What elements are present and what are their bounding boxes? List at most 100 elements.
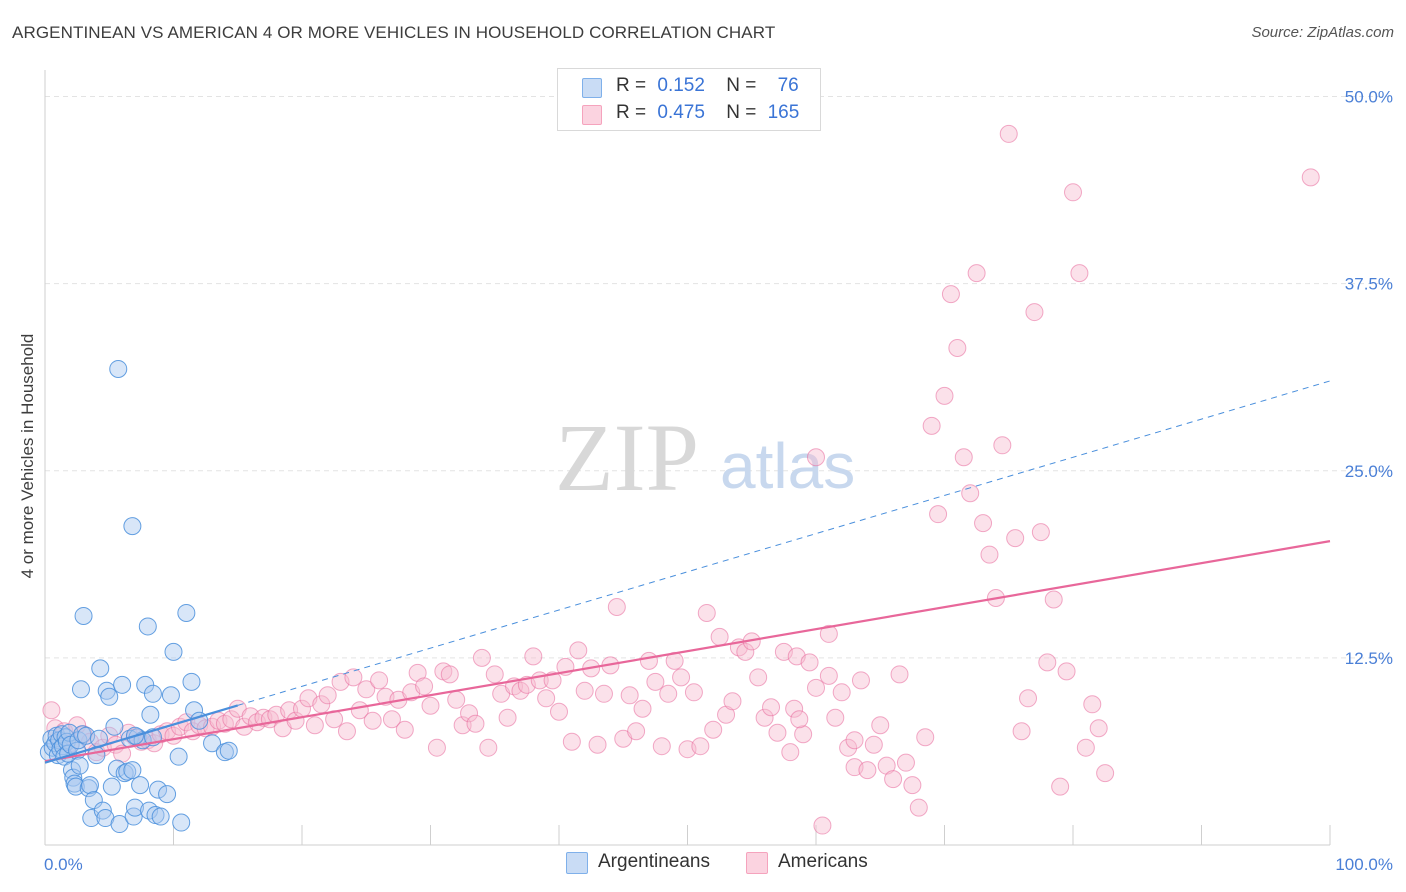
data-point-argentinean xyxy=(172,813,191,832)
data-point-argentinean xyxy=(84,791,103,810)
data-point-american xyxy=(884,770,903,789)
data-point-american xyxy=(839,738,858,757)
data-point-american xyxy=(684,683,703,702)
data-point-american xyxy=(1070,264,1089,283)
data-point-american xyxy=(909,798,928,817)
data-point-american xyxy=(704,720,723,739)
legend-swatch-argentineans xyxy=(566,852,588,874)
data-point-american xyxy=(421,696,440,715)
data-point-american xyxy=(941,285,960,304)
data-point-american xyxy=(344,668,363,687)
data-point-american xyxy=(807,448,825,467)
data-point-american xyxy=(864,735,883,754)
data-point-american xyxy=(710,627,729,646)
data-point-argentinean xyxy=(70,756,89,775)
watermark-atlas: atlas xyxy=(720,430,855,502)
data-point-american xyxy=(485,665,504,684)
data-point-american xyxy=(768,723,787,742)
data-point-argentinean xyxy=(141,705,160,724)
legend-n-value: 165 xyxy=(767,102,800,123)
legend-swatch-argentineans xyxy=(582,78,602,98)
data-point-argentinean xyxy=(138,617,157,636)
correlation-legend: R = 0.152 N = 76 R = 0.475 N = 165 xyxy=(557,68,821,131)
data-point-american xyxy=(607,597,626,616)
data-point-argentinean xyxy=(131,776,150,795)
legend-swatch-americans xyxy=(582,105,602,125)
data-point-american xyxy=(460,704,479,723)
data-point-argentinean xyxy=(102,777,121,796)
data-point-argentinean xyxy=(136,675,155,694)
data-point-american xyxy=(1038,653,1057,672)
data-point-american xyxy=(672,668,691,687)
data-point-argentinean xyxy=(80,776,99,795)
data-point-argentinean xyxy=(71,680,90,699)
x-tick-label: 100.0% xyxy=(1335,855,1393,874)
legend-r-label: R = xyxy=(616,102,647,123)
data-point-argentinean xyxy=(219,741,238,760)
chart-source: Source: ZipAtlas.com xyxy=(1251,24,1394,41)
data-point-american xyxy=(639,651,658,670)
data-point-american xyxy=(762,698,781,717)
legend-r-value: 0.475 xyxy=(657,102,705,123)
legend-label-americans: Americans xyxy=(778,851,868,872)
data-point-american xyxy=(929,505,948,524)
data-point-american xyxy=(903,776,922,795)
data-point-american xyxy=(813,816,832,835)
data-point-american xyxy=(318,686,337,705)
watermark: ZIP atlas xyxy=(555,404,855,511)
data-point-argentinean xyxy=(66,777,85,796)
data-point-american xyxy=(691,737,710,756)
data-point-american xyxy=(1083,695,1102,714)
data-point-american xyxy=(749,668,768,687)
data-point-american xyxy=(562,732,581,751)
data-point-argentinean xyxy=(74,606,93,625)
legend-n-label: N = xyxy=(726,102,757,123)
data-point-american xyxy=(659,684,678,703)
data-point-american xyxy=(1089,719,1108,738)
data-point-american xyxy=(1031,523,1050,542)
legend-label-argentineans: Argentineans xyxy=(598,851,710,872)
data-point-argentinean xyxy=(79,779,98,798)
data-point-american xyxy=(498,708,517,727)
data-point-american xyxy=(980,545,999,564)
data-point-argentinean xyxy=(125,798,144,817)
data-point-american xyxy=(999,124,1018,143)
watermark-zip: ZIP xyxy=(555,404,699,511)
data-point-argentinean xyxy=(100,687,119,706)
data-point-american xyxy=(967,264,986,283)
data-point-argentinean xyxy=(91,659,110,678)
data-point-american xyxy=(479,738,498,757)
data-point-american xyxy=(466,714,485,733)
legend-swatch-americans xyxy=(746,852,768,874)
data-point-argentinean xyxy=(123,517,142,536)
data-point-american xyxy=(851,671,870,690)
data-point-american xyxy=(537,689,556,708)
data-point-american xyxy=(337,722,356,741)
data-point-argentinean xyxy=(113,675,132,694)
data-point-american xyxy=(755,708,774,727)
data-point-american xyxy=(68,716,87,735)
data-point-american xyxy=(800,653,819,672)
data-point-american xyxy=(588,735,607,754)
trend-line-argentineans-extrapolated xyxy=(237,380,1331,706)
data-point-argentinean xyxy=(161,686,180,705)
data-point-american xyxy=(370,671,389,690)
tick-labels: 12.5% 25.0% 37.5% 50.0% 0.0% 100.0% xyxy=(44,88,1393,875)
legend-n-value: 76 xyxy=(777,75,799,96)
data-point-american xyxy=(858,761,877,780)
data-point-american xyxy=(427,738,446,757)
gridlines xyxy=(45,96,1394,659)
data-point-american xyxy=(794,725,813,744)
trend-lines xyxy=(44,380,1331,764)
y-tick-label: 37.5% xyxy=(1345,275,1393,294)
data-point-american xyxy=(633,699,652,718)
data-point-american xyxy=(974,514,993,533)
data-point-american xyxy=(1064,183,1082,202)
data-point-argentinean xyxy=(124,807,143,826)
data-point-argentinean xyxy=(143,684,162,703)
trend-line-americans xyxy=(44,540,1331,763)
data-point-american xyxy=(627,722,646,741)
data-point-american xyxy=(781,743,800,762)
data-point-american xyxy=(993,436,1012,455)
